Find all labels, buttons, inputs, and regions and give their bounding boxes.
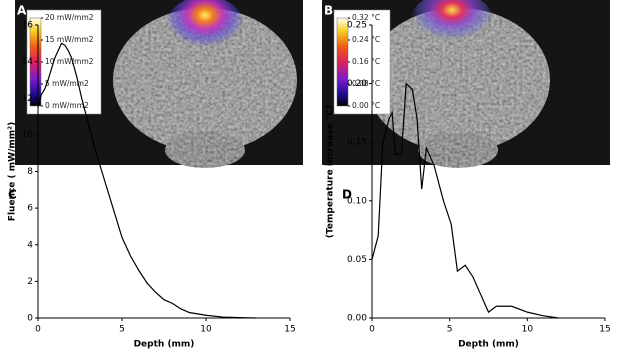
x-axis-title: Depth (mm) (458, 340, 519, 350)
colorbar-tick-label: 0 mW/mm2 (45, 101, 89, 110)
x-tick-label: 10 (522, 325, 534, 335)
y-tick-label: 12 (22, 94, 33, 104)
x-tick-label: 10 (200, 325, 212, 335)
colorbar-tick-label: 0.08 °C (352, 79, 380, 88)
colorbar-tick-label: 5 mW/mm2 (45, 79, 89, 88)
panel-label: B (324, 4, 333, 18)
data-line (37, 42, 257, 319)
mri-image (15, 0, 303, 168)
colorbar-tick-label: 0.24 °C (352, 35, 380, 44)
y-tick-label: 10 (22, 130, 34, 140)
y-tick-label: 0.00 (347, 314, 367, 324)
y-tick-label: 0 (27, 314, 33, 324)
y-tick-label: 4 (27, 240, 33, 250)
y-tick-label: 0.10 (347, 196, 367, 206)
y-axis-title: (Temperature increase °C) (326, 105, 336, 238)
colorbar-tick-label: 15 mW/mm2 (45, 35, 94, 44)
y-tick-label: 0.15 (347, 138, 367, 148)
x-axis-title: Depth (mm) (134, 340, 195, 350)
data-line (371, 82, 559, 319)
colorbar-tick-label: 0.32 °C (352, 13, 380, 22)
colorbar-tick-label: 0.00 °C (352, 101, 380, 110)
y-tick-label: 2 (27, 277, 33, 287)
x-tick-label: 15 (284, 325, 295, 335)
x-tick-label: 5 (447, 325, 453, 335)
y-tick-label: 0.05 (347, 255, 367, 265)
x-tick-label: 15 (599, 325, 610, 335)
y-tick-label: 0.25 (347, 21, 367, 31)
panel-label: D (342, 188, 352, 202)
colorbar (336, 17, 349, 107)
colorbar-tick-label: 0.16 °C (352, 57, 380, 66)
y-tick-label: 16 (22, 21, 34, 31)
x-tick-label: 5 (119, 325, 125, 335)
y-tick-label: 6 (27, 204, 33, 214)
x-tick-label: 0 (35, 325, 41, 335)
y-axis-title: Fluence ( mW/mm²) (8, 122, 18, 221)
panel-label: C (8, 188, 17, 202)
y-tick-label: 0.20 (347, 79, 367, 89)
x-tick-label: 0 (369, 325, 375, 335)
colorbar-tick-label: 10 mW/mm2 (45, 57, 94, 66)
panel-label: A (17, 4, 27, 18)
y-tick-label: 14 (22, 57, 34, 67)
colorbar-tick-label: 20 mW/mm2 (45, 13, 94, 22)
y-tick-label: 8 (27, 167, 33, 177)
